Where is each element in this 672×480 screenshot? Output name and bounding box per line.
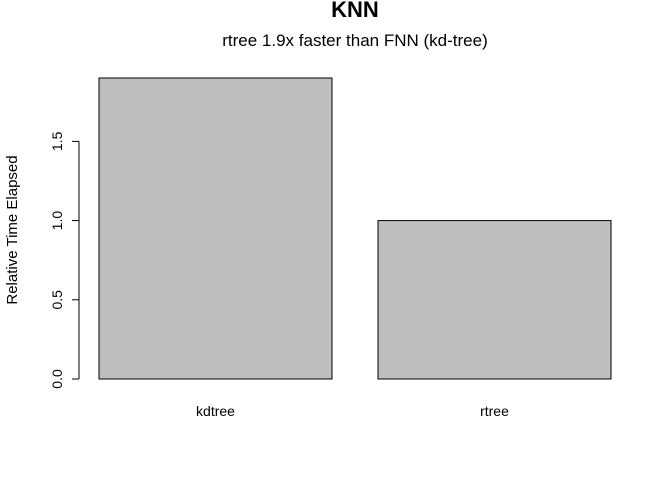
bar-kdtree [98, 77, 333, 380]
chart-title: KNN [331, 0, 379, 22]
bars-group [98, 77, 612, 380]
y-axis-label: Relative Time Elapsed [4, 155, 21, 304]
chart-subtitle: rtree 1.9x faster than FNN (kd-tree) [222, 31, 487, 50]
y-tick-label: 1.5 [49, 131, 65, 151]
y-axis: 0.0 0.5 1.0 1.5 [49, 131, 80, 389]
y-tick-label: 1.0 [49, 211, 65, 231]
bar-rtree [377, 220, 612, 380]
x-category-label: kdtree [196, 403, 235, 419]
y-tick-label: 0.5 [49, 290, 65, 310]
x-category-label: rtree [480, 403, 509, 419]
y-tick-label: 0.0 [49, 369, 65, 389]
category-labels: kdtree rtree [196, 403, 509, 419]
